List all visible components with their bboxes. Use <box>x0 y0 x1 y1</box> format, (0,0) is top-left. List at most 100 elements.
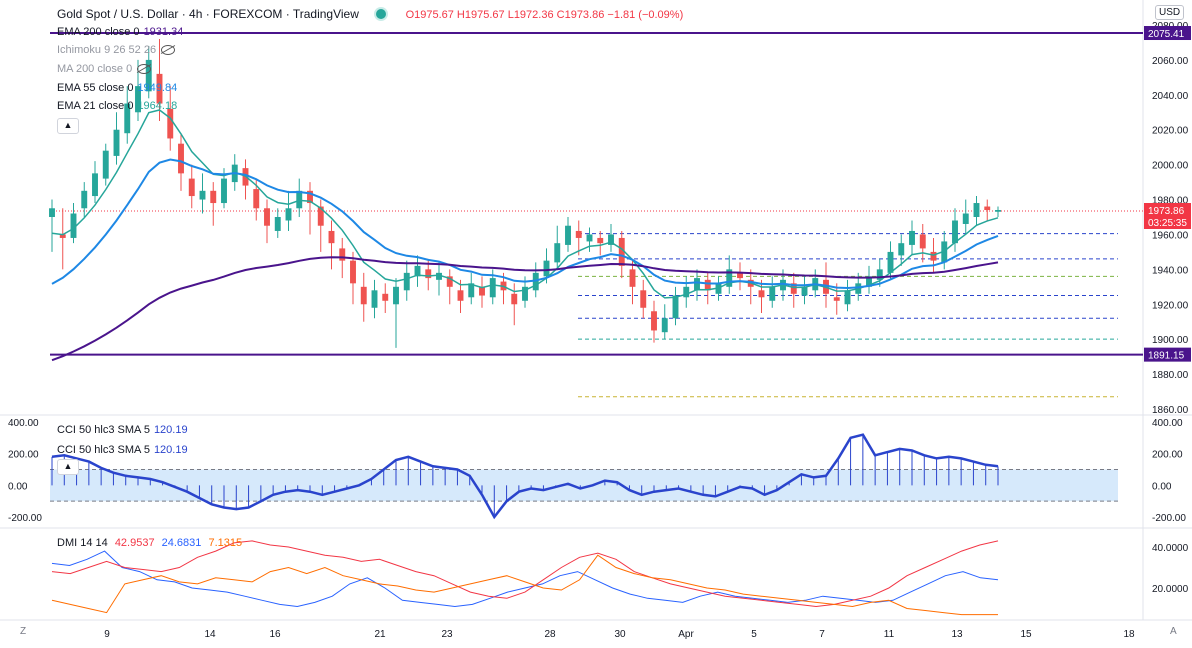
hidden-eye-icon[interactable] <box>161 45 176 56</box>
candle-body <box>651 311 657 331</box>
candle-body <box>156 73 163 104</box>
cci-legend-2[interactable]: CCI 50 hlc3 SMA 5 120.19 <box>57 444 188 456</box>
time-tick-label: Apr <box>678 629 694 640</box>
cci-legend[interactable]: CCI 50 hlc3 SMA 5 120.19 <box>57 424 188 436</box>
candle-body <box>790 283 797 294</box>
cci-tick-label-left: 400.00 <box>8 418 39 429</box>
candle-body <box>167 108 174 139</box>
price-tick-label: 1980.00 <box>1152 196 1189 207</box>
candle-body <box>360 286 367 305</box>
candle-body <box>554 243 561 263</box>
price-tick-label: 2060.00 <box>1152 56 1189 67</box>
candle-body <box>511 293 518 305</box>
currency-button[interactable]: USD <box>1155 5 1185 20</box>
dmi-line <box>51 550 999 608</box>
time-tick-label: 9 <box>104 629 110 640</box>
price-tick-label: 1900.00 <box>1152 335 1189 346</box>
chevron-up-icon: ▲ <box>63 120 73 130</box>
candle-body <box>285 208 292 221</box>
candle-body <box>199 190 206 200</box>
candle-body <box>457 290 464 301</box>
candle-body <box>683 286 690 298</box>
time-tick-label: 7 <box>819 629 825 640</box>
candle-body <box>661 318 668 333</box>
bottom-line-price-badge-bg <box>1144 347 1191 362</box>
candle-body <box>59 234 66 238</box>
time-tick-label: 15 <box>1020 629 1032 640</box>
candle-body <box>694 278 700 291</box>
candle-body <box>952 220 958 244</box>
candle-body <box>704 279 711 291</box>
time-tick-label: 5 <box>751 629 757 640</box>
candle-body <box>92 173 98 197</box>
ema-55-line <box>51 158 999 290</box>
time-tick-label: 11 <box>884 629 895 640</box>
price-tick-label: 1860.00 <box>1152 405 1189 416</box>
ema-21-line <box>51 109 999 299</box>
candle-body <box>274 217 281 231</box>
candle-body <box>898 243 905 256</box>
top-line-price-badge: 2075.41 <box>1148 29 1185 40</box>
last-price-badge: 1973.86 <box>1148 206 1185 217</box>
cci-tick-label-left: 200.00 <box>8 450 39 461</box>
candle-body <box>264 208 270 226</box>
time-tick-label: 23 <box>441 629 453 640</box>
collapse-legend-button[interactable]: ▲ <box>57 118 79 134</box>
candle-body <box>403 272 410 291</box>
last-price-badge-bg <box>1144 203 1191 229</box>
cci-tick-label-left: -200.00 <box>8 513 42 524</box>
candle-body <box>575 230 582 238</box>
candle-body <box>866 276 872 287</box>
collapse-cci-button[interactable]: ▲ <box>57 459 79 475</box>
time-tick-label: 21 <box>374 629 386 640</box>
symbol-title[interactable]: Gold Spot / U.S. Dollar · 4h · FOREXCOM … <box>57 7 359 21</box>
price-tick-label: 2040.00 <box>1152 91 1189 102</box>
cci-tick-label: 400.00 <box>1152 418 1183 429</box>
time-tick-label: 30 <box>614 629 626 640</box>
dmi-legend[interactable]: DMI 14 14 42.9537 24.6831 7.1315 <box>57 537 243 549</box>
candle-body <box>618 237 625 266</box>
time-tick-label: 13 <box>951 629 963 640</box>
candle-body <box>919 234 926 249</box>
candle-body <box>253 189 260 209</box>
timezone-button[interactable]: Z <box>20 626 27 637</box>
candle-body <box>522 286 528 301</box>
candle-body <box>629 269 636 287</box>
countdown-badge: 03:25:35 <box>1148 218 1187 229</box>
candle-body <box>737 272 743 279</box>
cci-tick-label: -200.00 <box>1152 513 1186 524</box>
price-tick-label: 1940.00 <box>1152 265 1189 276</box>
candle-body <box>371 290 378 308</box>
candle-body <box>436 272 442 280</box>
cci-line <box>51 433 999 520</box>
candle-body <box>414 265 421 277</box>
hidden-eye-icon[interactable] <box>137 64 152 75</box>
candle-body <box>640 290 647 308</box>
candle-body <box>49 208 55 217</box>
time-tick-label: 28 <box>544 629 556 640</box>
chevron-up-icon: ▲ <box>63 461 73 471</box>
candle-body <box>876 269 883 280</box>
candle-body <box>178 143 184 174</box>
candle-body <box>70 213 77 238</box>
candle-body <box>307 190 313 204</box>
indicator-legend-ema21[interactable]: EMA 21 close 0 1964.18 <box>57 100 178 112</box>
candle-body <box>962 213 969 224</box>
indicator-legend-ema55[interactable]: EMA 55 close 0 1949.84 <box>57 82 178 94</box>
auto-scale-button[interactable]: A <box>1170 626 1177 637</box>
cci-tick-label: 0.00 <box>1152 481 1172 492</box>
candle-body <box>102 150 109 179</box>
candle-body <box>973 203 980 217</box>
candle-body <box>801 286 808 296</box>
candle-body <box>930 251 937 261</box>
indicator-legend-ema200[interactable]: EMA 200 close 0 1931.34 <box>57 26 184 38</box>
price-tick-label: 1920.00 <box>1152 300 1189 311</box>
candle-body <box>210 190 217 204</box>
chart-header: Gold Spot / U.S. Dollar · 4h · FOREXCOM … <box>57 7 683 21</box>
candle-body <box>565 225 571 245</box>
indicator-legend-ma200[interactable]: MA 200 close 0 <box>57 63 152 75</box>
candle-body <box>887 251 894 273</box>
ema-200-line <box>51 256 999 362</box>
indicator-legend-ichimoku[interactable]: Ichimoku 9 26 52 26 <box>57 44 176 56</box>
